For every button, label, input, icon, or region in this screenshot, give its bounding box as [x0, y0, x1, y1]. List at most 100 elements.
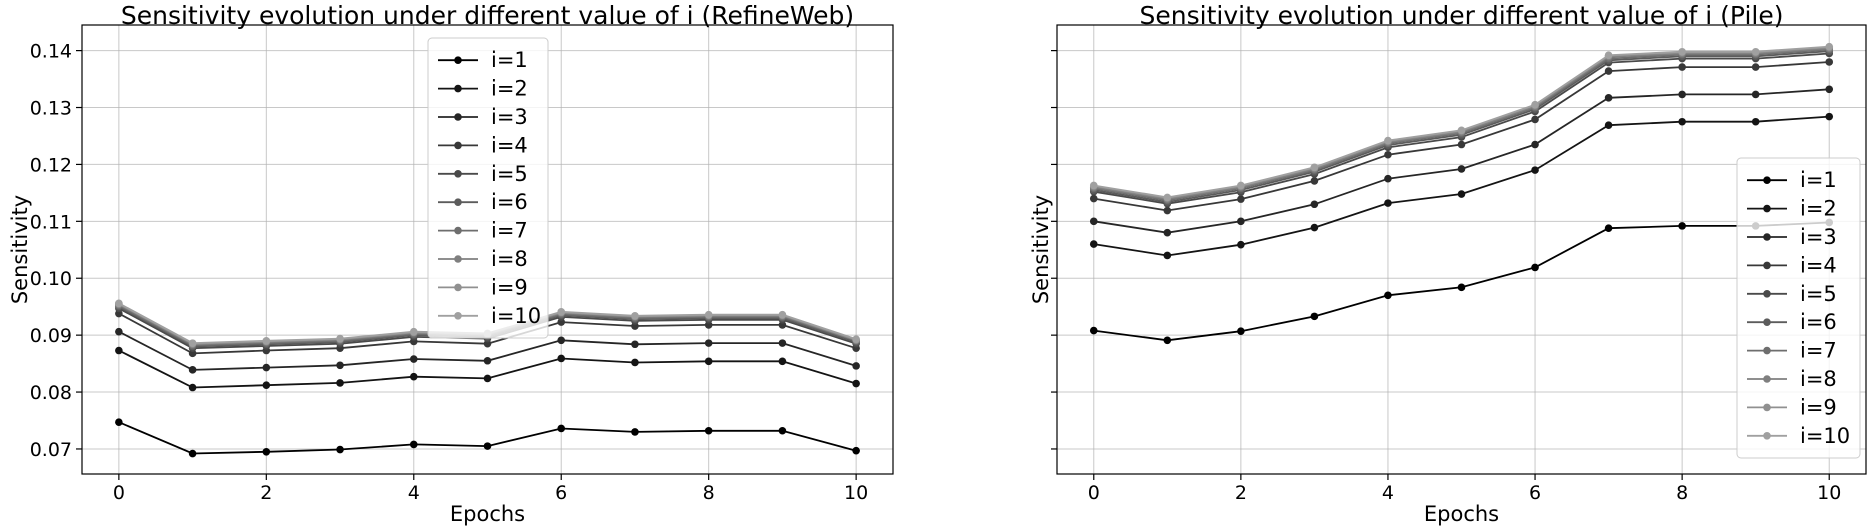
legend-box [1736, 157, 1861, 459]
y-tick-label: 0.13 [30, 98, 72, 120]
chart-panel-2: 0 2 4 6 8 10 Sensitivity evolution under diffe… [1029, 1, 1867, 526]
data-point [483, 356, 492, 365]
data-point [852, 379, 860, 388]
data-point [115, 346, 123, 355]
plot-frame [1056, 24, 1867, 475]
legend-marker [1763, 432, 1771, 440]
x-tick-label: 0 [113, 482, 125, 504]
data-point [262, 381, 271, 390]
data-point [778, 357, 787, 366]
series-line-i=9 [1093, 46, 1830, 199]
data-point [1531, 263, 1539, 272]
data-point [1531, 140, 1539, 149]
data-point [483, 374, 492, 383]
data-point [778, 339, 787, 347]
x-tick-label: 8 [703, 482, 715, 504]
data-point [1237, 181, 1245, 190]
data-point [1751, 47, 1760, 56]
data-point [1384, 199, 1392, 207]
legend-marker [1763, 176, 1771, 184]
data-point [1163, 206, 1172, 215]
data-point [704, 310, 713, 319]
chart-title: Sensitivity evolution under different va… [121, 1, 854, 30]
legend-marker [454, 198, 462, 206]
legend: i=1 i=2 i=3 i=4 i=5 i=6 i=7 i=8 i=9 i=10 [1736, 157, 1861, 459]
data-point [1089, 240, 1098, 248]
y-tick-label: 0.07 [30, 439, 72, 461]
data-point [1384, 174, 1392, 183]
legend-marker [1763, 204, 1771, 213]
x-tick-label: 4 [1382, 482, 1394, 504]
data-point [631, 428, 639, 436]
legend-label: i=3 [491, 105, 528, 129]
data-point [1825, 112, 1834, 121]
data-point [557, 424, 566, 433]
data-point [631, 358, 639, 367]
legend-marker [454, 56, 462, 64]
series-line-i=7 [1093, 48, 1830, 202]
legend-label: i=10 [491, 304, 541, 328]
x-tick-label: 8 [1676, 482, 1688, 504]
data-point [1457, 283, 1466, 292]
x-axis-label: Epochs [450, 502, 525, 526]
legend-label: i=9 [491, 275, 528, 299]
data-point [1678, 117, 1686, 126]
legend-label: i=7 [1800, 339, 1837, 363]
data-point [1089, 181, 1098, 190]
data-point [409, 327, 418, 336]
legend-marker [1763, 261, 1771, 270]
chart-title: Sensitivity evolution under different va… [1140, 1, 1784, 30]
data-point [852, 362, 860, 370]
x-tick-label: 6 [1529, 482, 1541, 504]
data-point [1604, 94, 1613, 102]
y-tick-label: 0.12 [30, 154, 72, 176]
data-point [188, 339, 197, 347]
data-point [1163, 251, 1172, 260]
legend-marker [454, 113, 462, 121]
x-tick-label: 0 [1088, 482, 1100, 504]
legend-marker [454, 84, 462, 93]
legend-marker [1763, 290, 1771, 298]
data-point [1310, 163, 1319, 172]
data-point [115, 418, 123, 427]
data-point [704, 339, 713, 347]
y-tick-label: 0.10 [30, 268, 72, 290]
legend-marker [1763, 318, 1771, 327]
data-point [1310, 200, 1319, 209]
data-point [336, 379, 344, 387]
legend-label: i=3 [1800, 225, 1837, 249]
legend-label: i=2 [1800, 197, 1837, 221]
data-point [778, 310, 787, 319]
data-point [188, 366, 197, 374]
y-axis-label: Sensitivity [1029, 195, 1053, 304]
data-point [1310, 312, 1319, 321]
legend-marker [454, 141, 462, 150]
y-tick-label: 0.08 [30, 382, 72, 404]
legend-label: i=6 [491, 190, 528, 214]
y-axis-label: Sensitivity [8, 195, 32, 304]
data-point [262, 337, 271, 345]
plot-frame [81, 24, 894, 475]
y-tick-label: 0.09 [30, 325, 72, 347]
legend-label: i=10 [1800, 424, 1850, 448]
data-point [1457, 140, 1466, 149]
data-point [1457, 126, 1466, 135]
data-point [336, 361, 344, 370]
legend-label: i=6 [1800, 310, 1837, 334]
legend-marker [1763, 403, 1771, 412]
data-point [1604, 121, 1613, 129]
x-tick-label: 2 [1235, 482, 1247, 504]
data-point [1384, 150, 1392, 159]
data-point [852, 335, 860, 343]
legend-label: i=1 [491, 48, 528, 72]
data-point [1751, 90, 1760, 99]
data-point [778, 426, 787, 435]
data-point [1825, 85, 1834, 94]
data-point [1678, 90, 1686, 99]
data-point [1237, 240, 1245, 249]
legend-label: i=5 [1800, 282, 1837, 306]
data-point [557, 308, 566, 316]
data-point [631, 340, 639, 349]
data-point [409, 440, 418, 449]
